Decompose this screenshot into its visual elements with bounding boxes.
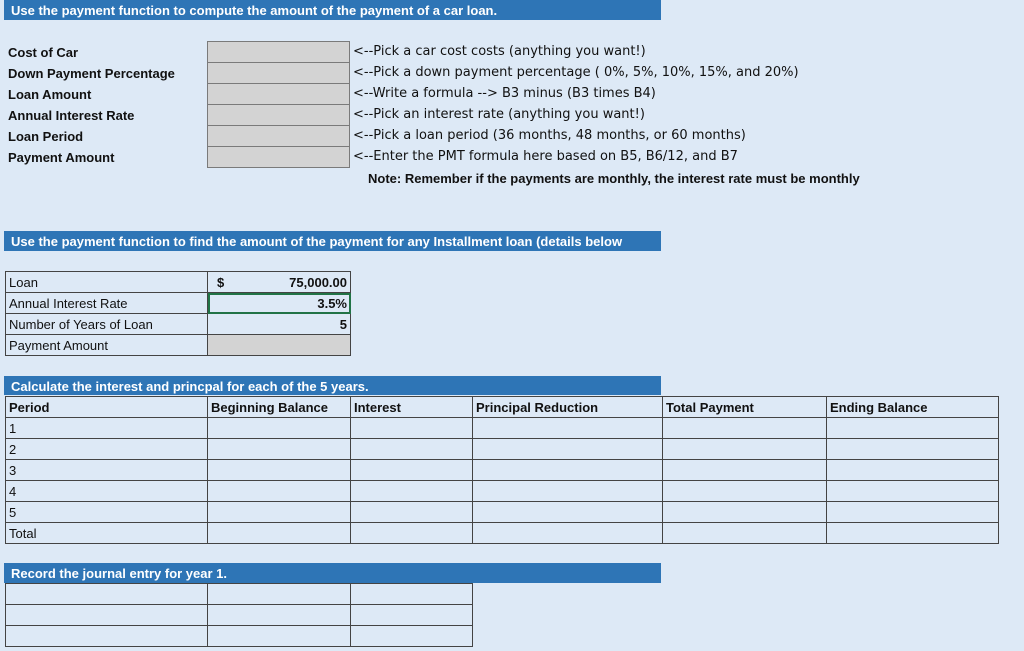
installment-loan-banner: Use the payment function to find the amo…: [4, 231, 661, 251]
period-cell: 3: [5, 459, 208, 481]
principal-cell[interactable]: [472, 501, 663, 523]
ending-balance-cell[interactable]: [826, 501, 999, 523]
beginning-balance-cell[interactable]: [207, 417, 351, 439]
principal-cell[interactable]: [472, 480, 663, 502]
period-cell: 1: [5, 417, 208, 439]
table-row: 4: [5, 480, 999, 502]
installment-loan-table: Loan $75,000.00 Annual Interest Rate 3.5…: [5, 271, 351, 356]
ending-balance-cell[interactable]: [826, 522, 999, 544]
principal-cell[interactable]: [472, 438, 663, 460]
ending-balance-cell[interactable]: [826, 417, 999, 439]
journal-account-cell[interactable]: [5, 625, 208, 647]
period-cell: 4: [5, 480, 208, 502]
journal-entry-table: [5, 583, 473, 647]
journal-credit-cell[interactable]: [350, 604, 473, 626]
total-payment-cell[interactable]: [662, 522, 827, 544]
loan-period-label: Loan Period: [8, 129, 84, 144]
loan-amount-note: <--Write a formula --> B3 minus (B3 time…: [353, 86, 656, 101]
annual-interest-rate-input[interactable]: [207, 104, 350, 126]
table-row: [5, 604, 473, 626]
interest-cell[interactable]: [350, 459, 473, 481]
header-beginning-balance: Beginning Balance: [207, 396, 351, 418]
cost-of-car-note: <--Pick a car cost costs (anything you w…: [353, 44, 646, 59]
table-row: [5, 625, 473, 647]
ending-balance-cell[interactable]: [826, 438, 999, 460]
total-payment-cell[interactable]: [662, 501, 827, 523]
interest-cell[interactable]: [350, 417, 473, 439]
beginning-balance-cell[interactable]: [207, 522, 351, 544]
total-payment-cell[interactable]: [662, 480, 827, 502]
rate-label: Annual Interest Rate: [5, 292, 208, 314]
payment-value-cell[interactable]: [207, 334, 351, 356]
principal-cell[interactable]: [472, 417, 663, 439]
beginning-balance-cell[interactable]: [207, 480, 351, 502]
principal-cell[interactable]: [472, 522, 663, 544]
total-payment-cell[interactable]: [662, 417, 827, 439]
total-label: Total: [5, 522, 208, 544]
header-total-payment: Total Payment: [662, 396, 827, 418]
years-label: Number of Years of Loan: [5, 313, 208, 335]
ending-balance-cell[interactable]: [826, 480, 999, 502]
journal-debit-cell[interactable]: [207, 583, 351, 605]
principal-cell[interactable]: [472, 459, 663, 481]
ending-balance-cell[interactable]: [826, 459, 999, 481]
loan-value: 75,000.00: [289, 274, 347, 290]
down-payment-label: Down Payment Percentage: [8, 66, 175, 81]
journal-entry-banner: Record the journal entry for year 1.: [4, 563, 661, 583]
monthly-rate-footnote: Note: Remember if the payments are month…: [368, 171, 860, 186]
journal-debit-cell[interactable]: [207, 625, 351, 647]
rate-value-cell[interactable]: 3.5%: [207, 292, 351, 314]
table-row: 2: [5, 438, 999, 460]
header-interest: Interest: [350, 396, 473, 418]
total-payment-cell[interactable]: [662, 459, 827, 481]
table-row: [5, 583, 473, 605]
interest-cell[interactable]: [350, 522, 473, 544]
beginning-balance-cell[interactable]: [207, 501, 351, 523]
loan-amount-label: Loan Amount: [8, 87, 92, 102]
down-payment-input[interactable]: [207, 62, 350, 84]
payment-label: Payment Amount: [5, 334, 208, 356]
header-ending-balance: Ending Balance: [826, 396, 999, 418]
amortization-table: Period Beginning Balance Interest Princi…: [5, 396, 999, 544]
total-payment-cell[interactable]: [662, 438, 827, 460]
period-cell: 2: [5, 438, 208, 460]
table-row: 5: [5, 501, 999, 523]
amortization-banner: Calculate the interest and princpal for …: [4, 376, 661, 395]
currency-symbol: $: [217, 274, 225, 290]
interest-cell[interactable]: [350, 438, 473, 460]
interest-cell[interactable]: [350, 480, 473, 502]
beginning-balance-cell[interactable]: [207, 438, 351, 460]
interest-rate-note: <--Pick an interest rate (anything you w…: [353, 107, 645, 122]
loan-period-input[interactable]: [207, 125, 350, 147]
journal-account-cell[interactable]: [5, 583, 208, 605]
years-value-cell[interactable]: 5: [207, 313, 351, 335]
payment-amount-label: Payment Amount: [8, 150, 115, 165]
cost-of-car-label: Cost of Car: [8, 45, 79, 60]
cost-of-car-input[interactable]: [207, 41, 350, 63]
beginning-balance-cell[interactable]: [207, 459, 351, 481]
table-row: 3: [5, 459, 999, 481]
header-principal-reduction: Principal Reduction: [472, 396, 663, 418]
payment-amount-note: <--Enter the PMT formula here based on B…: [353, 149, 738, 164]
period-cell: 5: [5, 501, 208, 523]
loan-period-note: <--Pick a loan period (36 months, 48 mon…: [353, 128, 746, 143]
journal-debit-cell[interactable]: [207, 604, 351, 626]
annual-interest-rate-label: Annual Interest Rate: [8, 108, 135, 123]
journal-account-cell[interactable]: [5, 604, 208, 626]
journal-credit-cell[interactable]: [350, 583, 473, 605]
loan-label: Loan: [5, 271, 208, 293]
table-row: 1: [5, 417, 999, 439]
interest-cell[interactable]: [350, 501, 473, 523]
journal-credit-cell[interactable]: [350, 625, 473, 647]
header-period: Period: [5, 396, 208, 418]
total-row: Total: [5, 522, 999, 544]
down-payment-note: <--Pick a down payment percentage ( 0%, …: [353, 65, 799, 80]
loan-value-cell[interactable]: $75,000.00: [207, 271, 351, 293]
car-loan-banner: Use the payment function to compute the …: [4, 0, 661, 20]
payment-amount-input[interactable]: [207, 146, 350, 168]
loan-amount-input[interactable]: [207, 83, 350, 105]
